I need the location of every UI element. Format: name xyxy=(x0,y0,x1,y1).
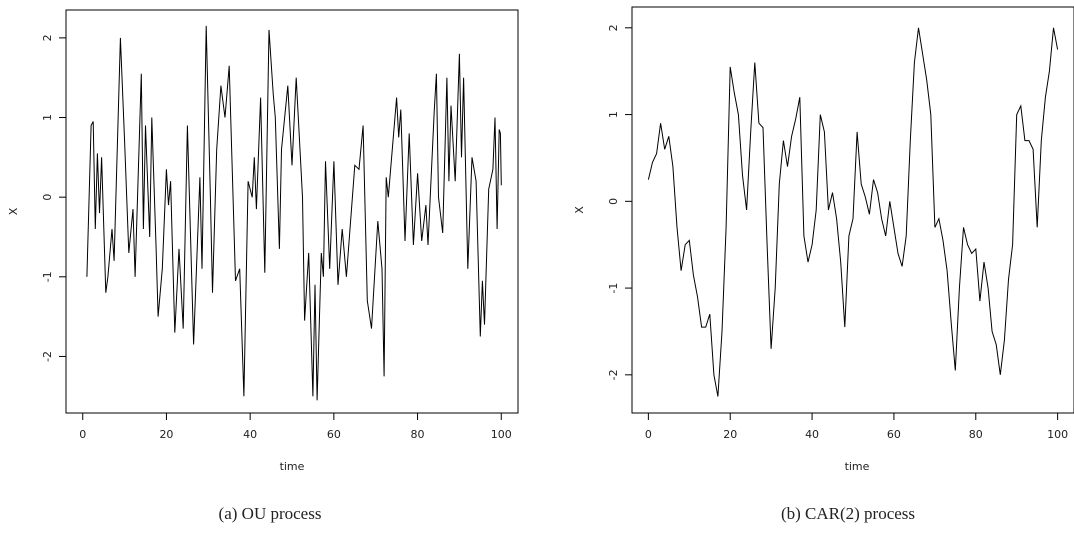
x-tick-label: 80 xyxy=(969,428,983,441)
y-tick-label: -1 xyxy=(607,283,620,294)
y-tick-label: -2 xyxy=(607,369,620,380)
x-axis-label: time xyxy=(280,460,305,473)
x-tick-label: 100 xyxy=(1047,428,1068,441)
caption: (a) OU process xyxy=(219,504,322,523)
x-axis-label: time xyxy=(845,460,870,473)
x-tick-label: 60 xyxy=(327,428,341,441)
series-line xyxy=(647,27,1059,397)
y-tick-label: 1 xyxy=(607,111,620,118)
plot-box xyxy=(631,6,1074,414)
x-tick-label: 40 xyxy=(243,428,257,441)
x-tick-label: 20 xyxy=(723,428,737,441)
y-tick-label: -2 xyxy=(41,351,54,362)
y-tick-label: 1 xyxy=(41,114,54,121)
y-tick-label: 2 xyxy=(41,34,54,41)
caption: (b) CAR(2) process xyxy=(781,504,915,523)
series-line xyxy=(86,25,502,401)
x-tick-label: 100 xyxy=(491,428,512,441)
y-tick-label: 0 xyxy=(607,198,620,205)
x-tick-label: 20 xyxy=(159,428,173,441)
plot-box xyxy=(65,9,519,414)
x-tick-label: 0 xyxy=(79,428,86,441)
x-tick-label: 0 xyxy=(645,428,652,441)
y-tick-label: 2 xyxy=(607,24,620,31)
y-tick-label: -1 xyxy=(41,271,54,282)
x-tick-label: 60 xyxy=(887,428,901,441)
x-tick-label: 80 xyxy=(411,428,425,441)
y-axis-label: X xyxy=(573,206,586,214)
y-axis-label: X xyxy=(7,207,20,215)
y-tick-label: 0 xyxy=(41,194,54,201)
x-tick-label: 40 xyxy=(805,428,819,441)
